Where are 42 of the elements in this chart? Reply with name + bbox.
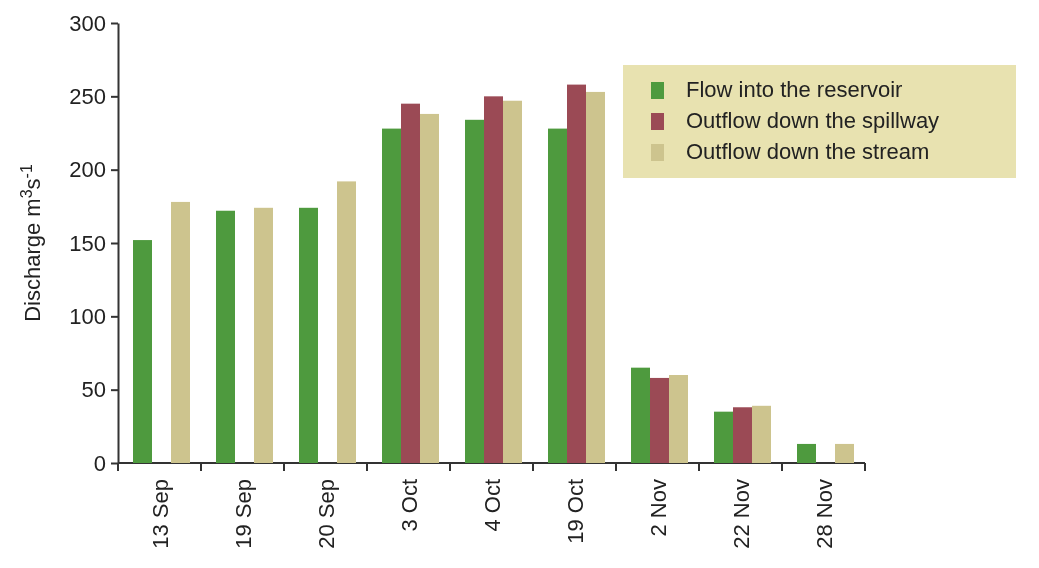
bar bbox=[133, 240, 152, 463]
bar bbox=[299, 207, 318, 463]
x-tick-label: 4 Oct bbox=[479, 479, 505, 532]
bar bbox=[171, 201, 190, 463]
x-tick-label: 20 Sep bbox=[313, 479, 339, 549]
bar bbox=[420, 113, 439, 463]
legend-label: Flow into the reservoir bbox=[686, 77, 903, 102]
bar bbox=[797, 443, 816, 463]
bar bbox=[503, 100, 522, 463]
bar bbox=[733, 407, 752, 463]
bar bbox=[216, 210, 235, 463]
bar bbox=[567, 84, 586, 463]
legend-label: Outflow down the spillway bbox=[686, 108, 940, 133]
bar bbox=[631, 367, 650, 463]
bar bbox=[669, 375, 688, 463]
y-tick-label: 100 bbox=[69, 303, 106, 329]
y-tick-label: 50 bbox=[81, 377, 106, 403]
bar bbox=[465, 119, 484, 463]
x-tick-label: 19 Oct bbox=[562, 479, 588, 544]
bar bbox=[337, 181, 356, 463]
x-tick-label: 2 Nov bbox=[645, 479, 671, 537]
y-tick-label: 200 bbox=[69, 157, 106, 183]
bar bbox=[254, 207, 273, 463]
bar bbox=[752, 405, 771, 463]
x-tick-label: 19 Sep bbox=[230, 479, 256, 549]
y-tick-label: 300 bbox=[69, 10, 106, 36]
bar bbox=[382, 128, 401, 463]
y-tick-label: 0 bbox=[93, 450, 106, 476]
bar bbox=[835, 443, 854, 463]
x-tick-label: 3 Oct bbox=[396, 479, 422, 532]
x-tick-label: 13 Sep bbox=[147, 479, 173, 549]
x-tick-label: 22 Nov bbox=[728, 479, 754, 549]
bar bbox=[586, 91, 605, 463]
bar bbox=[714, 411, 733, 463]
bar bbox=[650, 377, 669, 463]
bar bbox=[401, 103, 420, 463]
x-tick-label: 28 Nov bbox=[811, 479, 837, 549]
y-tick-label: 250 bbox=[69, 83, 106, 109]
y-tick-label: 150 bbox=[69, 230, 106, 256]
legend-label: Outflow down the stream bbox=[686, 139, 930, 164]
bar bbox=[548, 128, 567, 463]
bar bbox=[484, 96, 503, 463]
